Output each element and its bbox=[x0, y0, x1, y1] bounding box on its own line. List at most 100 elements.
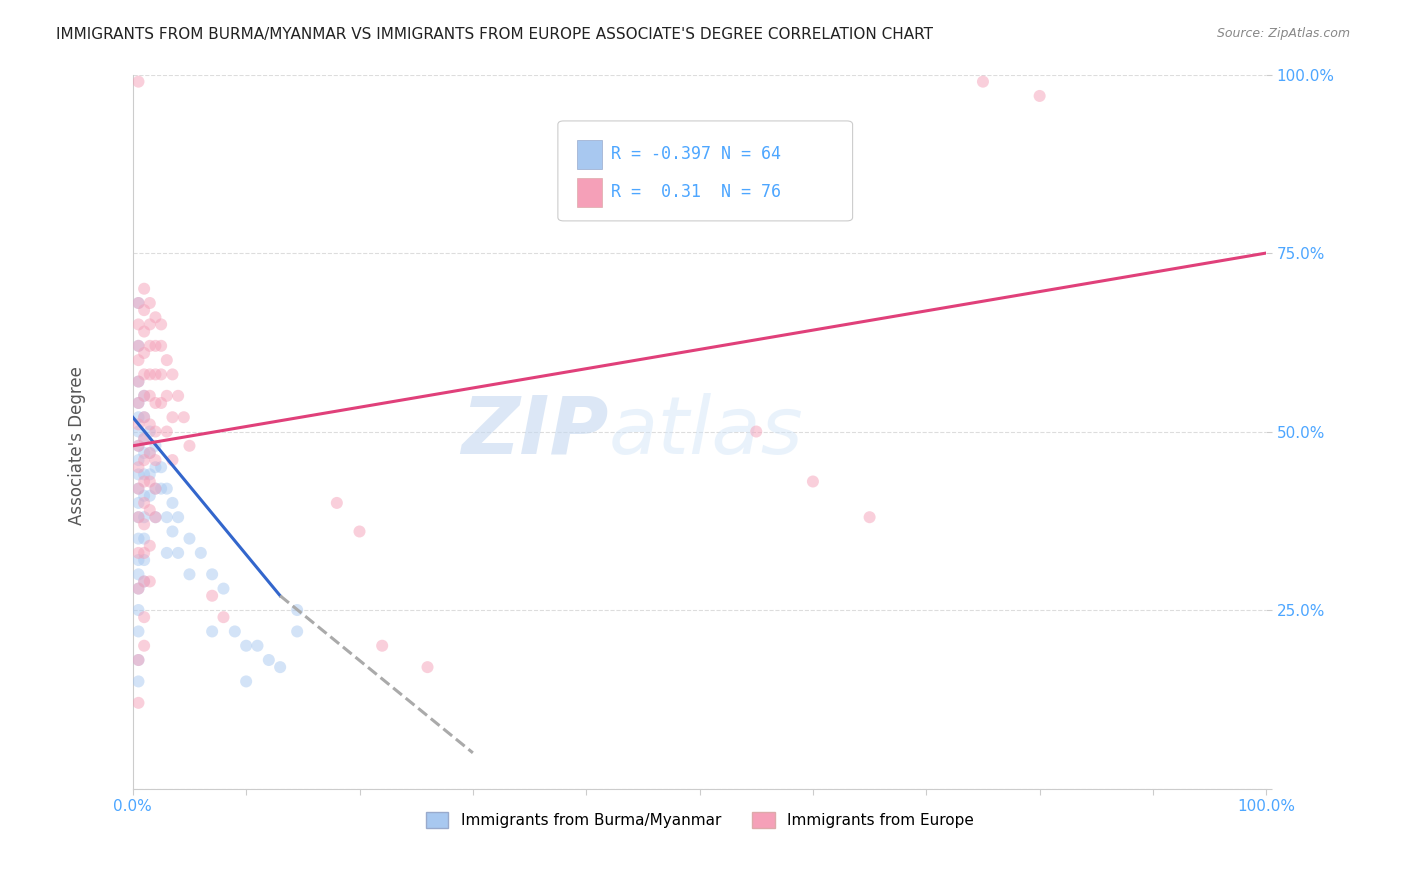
Point bbox=[134, 553, 156, 567]
Point bbox=[134, 410, 156, 425]
Point bbox=[145, 396, 167, 410]
Point bbox=[134, 574, 156, 589]
Point bbox=[139, 539, 162, 553]
Point bbox=[349, 524, 371, 539]
Point bbox=[156, 353, 179, 368]
Point bbox=[139, 574, 162, 589]
Text: R = -0.397: R = -0.397 bbox=[612, 145, 711, 163]
Point bbox=[127, 339, 149, 353]
Point bbox=[139, 489, 162, 503]
Point bbox=[150, 396, 173, 410]
Point bbox=[127, 460, 149, 475]
Point bbox=[972, 75, 994, 89]
Point bbox=[134, 389, 156, 403]
Point bbox=[127, 567, 149, 582]
Point bbox=[127, 410, 149, 425]
Point bbox=[139, 467, 162, 482]
Point bbox=[127, 482, 149, 496]
Point bbox=[134, 368, 156, 382]
Point bbox=[127, 439, 149, 453]
Point bbox=[179, 439, 201, 453]
Point bbox=[127, 510, 149, 524]
Point bbox=[127, 396, 149, 410]
Point bbox=[127, 375, 149, 389]
Point bbox=[134, 432, 156, 446]
Point bbox=[201, 624, 224, 639]
Point bbox=[179, 532, 201, 546]
Point bbox=[134, 410, 156, 425]
Point bbox=[127, 467, 149, 482]
Legend: Immigrants from Burma/Myanmar, Immigrants from Europe: Immigrants from Burma/Myanmar, Immigrant… bbox=[419, 806, 980, 834]
Point bbox=[134, 496, 156, 510]
Point bbox=[145, 482, 167, 496]
Point bbox=[134, 453, 156, 467]
Point bbox=[134, 475, 156, 489]
Point bbox=[134, 303, 156, 318]
Text: R =  0.31: R = 0.31 bbox=[612, 184, 702, 202]
Point bbox=[139, 425, 162, 439]
Point bbox=[127, 582, 149, 596]
Point bbox=[134, 489, 156, 503]
Point bbox=[127, 425, 149, 439]
Point bbox=[145, 482, 167, 496]
Point bbox=[1028, 89, 1050, 103]
Point bbox=[127, 603, 149, 617]
Point bbox=[134, 432, 156, 446]
Point bbox=[127, 653, 149, 667]
Point bbox=[145, 368, 167, 382]
Point bbox=[235, 639, 257, 653]
FancyBboxPatch shape bbox=[558, 121, 852, 221]
Point bbox=[127, 496, 149, 510]
Point bbox=[127, 482, 149, 496]
Point bbox=[416, 660, 439, 674]
Point bbox=[326, 496, 349, 510]
Point bbox=[134, 282, 156, 296]
Point bbox=[139, 503, 162, 517]
Point bbox=[134, 510, 156, 524]
Point bbox=[201, 567, 224, 582]
Point bbox=[134, 574, 156, 589]
Point bbox=[127, 532, 149, 546]
Point bbox=[167, 510, 190, 524]
Point bbox=[179, 567, 201, 582]
Point bbox=[127, 296, 149, 310]
Point bbox=[145, 460, 167, 475]
Bar bbox=[576, 178, 602, 207]
Point bbox=[156, 510, 179, 524]
Point bbox=[134, 639, 156, 653]
Point bbox=[139, 318, 162, 332]
Point bbox=[134, 546, 156, 560]
Point bbox=[145, 510, 167, 524]
Text: IMMIGRANTS FROM BURMA/MYANMAR VS IMMIGRANTS FROM EUROPE ASSOCIATE'S DEGREE CORRE: IMMIGRANTS FROM BURMA/MYANMAR VS IMMIGRA… bbox=[56, 27, 934, 42]
Text: Source: ZipAtlas.com: Source: ZipAtlas.com bbox=[1216, 27, 1350, 40]
Point bbox=[145, 310, 167, 325]
Point bbox=[145, 439, 167, 453]
Point bbox=[139, 296, 162, 310]
Text: N = 76: N = 76 bbox=[721, 184, 782, 202]
Point bbox=[139, 475, 162, 489]
Point bbox=[212, 610, 235, 624]
Point bbox=[127, 318, 149, 332]
Point bbox=[190, 546, 212, 560]
Point bbox=[139, 368, 162, 382]
Text: Associate's Degree: Associate's Degree bbox=[69, 367, 86, 525]
Point bbox=[162, 453, 184, 467]
Point bbox=[145, 453, 167, 467]
Point bbox=[156, 546, 179, 560]
Point bbox=[156, 425, 179, 439]
Point bbox=[127, 674, 149, 689]
Point bbox=[145, 510, 167, 524]
Point bbox=[127, 696, 149, 710]
Point bbox=[173, 410, 195, 425]
Point bbox=[127, 553, 149, 567]
Point bbox=[127, 546, 149, 560]
Point bbox=[745, 425, 768, 439]
Point bbox=[127, 582, 149, 596]
Point bbox=[150, 460, 173, 475]
Point bbox=[224, 624, 246, 639]
Point bbox=[127, 624, 149, 639]
Point bbox=[134, 325, 156, 339]
Point bbox=[150, 339, 173, 353]
Point bbox=[246, 639, 269, 653]
Point bbox=[127, 453, 149, 467]
